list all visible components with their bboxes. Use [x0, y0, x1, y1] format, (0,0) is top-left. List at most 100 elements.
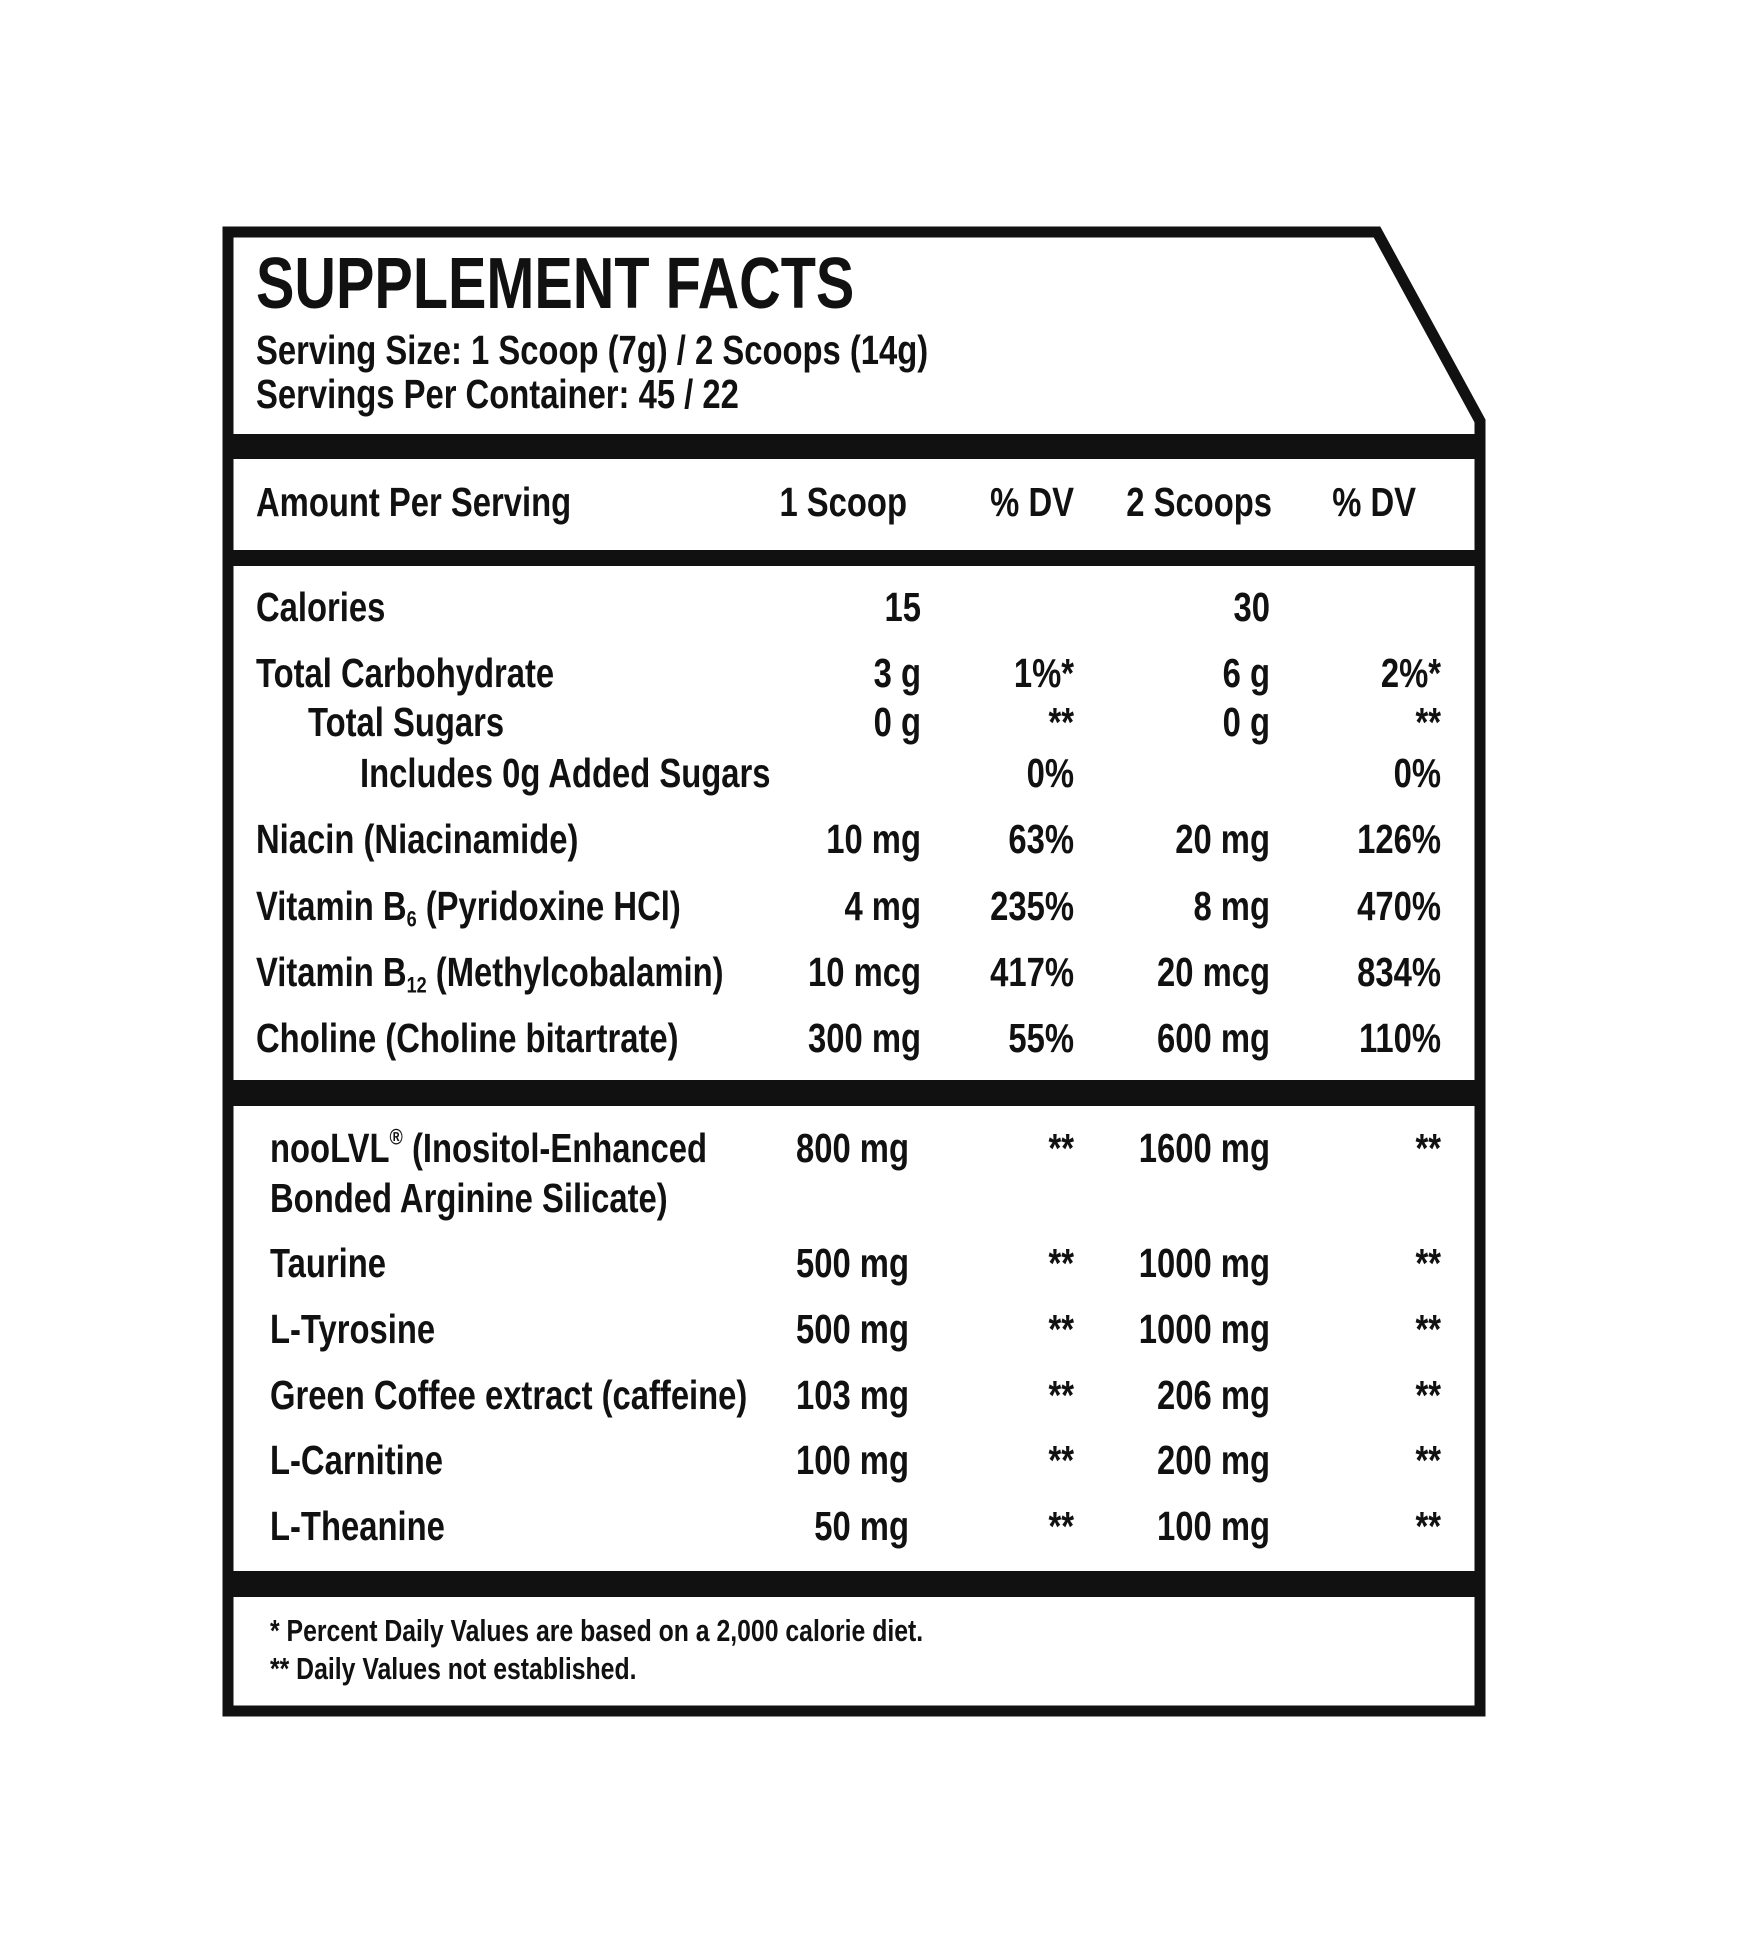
name-part: Vitamin B [256, 948, 407, 994]
value-cell: 63% [1008, 815, 1074, 861]
value-cell: 834% [1357, 948, 1441, 994]
column-header: 2 Scoops [1126, 478, 1272, 524]
value-cell: 1000 mg [1139, 1305, 1270, 1351]
name-part: Total Carbohydrate [256, 649, 554, 695]
value-cell: 1600 mg [1139, 1124, 1270, 1170]
value-cell: 0 g [1223, 698, 1270, 744]
nutrient-name: Includes 0g Added Sugars [360, 749, 771, 795]
name-part: L-Tyrosine [270, 1305, 435, 1351]
value-cell: 20 mg [1175, 815, 1270, 861]
value-cell: ** [1415, 1124, 1441, 1170]
value-cell: 2%* [1381, 649, 1442, 695]
column-header: 1 Scoop [779, 478, 907, 524]
value-cell: 0% [1027, 749, 1074, 795]
servings-per-container: Servings Per Container: 45 / 22 [256, 370, 739, 416]
value-cell: 20 mcg [1157, 948, 1270, 994]
value-cell: ** [1048, 1124, 1074, 1170]
value-cell: 470% [1357, 882, 1441, 928]
divider-bar [228, 550, 1480, 566]
name-part: L-Carnitine [270, 1436, 443, 1482]
value-cell: ** [1048, 1239, 1074, 1285]
footnote: * Percent Daily Values are based on a 2,… [270, 1614, 923, 1648]
nutrient-name: Niacin (Niacinamide) [256, 815, 578, 861]
value-cell: 417% [990, 948, 1074, 994]
value-cell: 10 mg [826, 815, 921, 861]
value-cell: ** [1048, 698, 1074, 744]
value-cell: 0 g [874, 698, 921, 744]
value-cell: 3 g [874, 649, 921, 695]
value-cell: 15 [885, 583, 921, 629]
nutrient-name: L-Theanine [270, 1502, 445, 1548]
nutrient-name: L-Carnitine [270, 1436, 443, 1482]
value-cell: 235% [990, 882, 1074, 928]
nutrient-name: Green Coffee extract (caffeine) [270, 1371, 747, 1417]
value-cell: 500 mg [796, 1239, 909, 1285]
value-cell: ** [1415, 1436, 1441, 1482]
column-header: Amount Per Serving [256, 478, 571, 524]
value-cell: 300 mg [808, 1014, 921, 1060]
nutrient-name: Vitamin B6 (Pyridoxine HCl) [256, 882, 681, 932]
name-part: (Pyridoxine HCl) [417, 882, 681, 928]
column-header: % DV [1332, 478, 1416, 524]
name-part: ® [390, 1126, 403, 1150]
serving-size: Serving Size: 1 Scoop (7g) / 2 Scoops (1… [256, 326, 928, 372]
column-header: % DV [990, 478, 1074, 524]
name-part: (Inositol-Enhanced [403, 1124, 707, 1170]
value-cell: 800 mg [796, 1124, 909, 1170]
name-part: Niacin (Niacinamide) [256, 815, 578, 861]
value-cell: ** [1048, 1371, 1074, 1417]
nutrient-name: Vitamin B12 (Methylcobalamin) [256, 948, 724, 998]
value-cell: 4 mg [844, 882, 921, 928]
value-cell: 6 g [1223, 649, 1270, 695]
value-cell: ** [1048, 1305, 1074, 1351]
name-part: Green Coffee extract (caffeine) [270, 1371, 747, 1417]
value-cell: 30 [1234, 583, 1270, 629]
nutrient-name: L-Tyrosine [270, 1305, 435, 1351]
value-cell: 8 mg [1193, 882, 1270, 928]
divider-bar [228, 434, 1480, 459]
value-cell: 103 mg [796, 1371, 909, 1417]
label-frame [222, 226, 1486, 1717]
value-cell: 0% [1394, 749, 1441, 795]
value-cell: 206 mg [1157, 1371, 1270, 1417]
value-cell: 10 mcg [808, 948, 921, 994]
value-cell: ** [1415, 698, 1441, 744]
name-part: Vitamin B [256, 882, 407, 928]
name-part: nooLVL [270, 1124, 390, 1170]
value-cell: ** [1415, 1305, 1441, 1351]
value-cell: ** [1415, 1239, 1441, 1285]
name-part: 12 [407, 974, 427, 998]
value-cell: 200 mg [1157, 1436, 1270, 1482]
value-cell: 1%* [1014, 649, 1075, 695]
value-cell: 110% [1359, 1014, 1441, 1060]
divider-bar [228, 1080, 1480, 1106]
value-cell: 55% [1008, 1014, 1074, 1060]
value-cell: ** [1048, 1436, 1074, 1482]
name-part: Choline (Choline bitartrate) [256, 1014, 679, 1060]
value-cell: 600 mg [1157, 1014, 1270, 1060]
nutrient-name: Bonded Arginine Silicate) [270, 1174, 668, 1220]
nutrient-name: Taurine [270, 1239, 386, 1285]
title: SUPPLEMENT FACTS [256, 243, 854, 324]
name-part: Calories [256, 583, 385, 629]
value-cell: 500 mg [796, 1305, 909, 1351]
nutrient-name: Calories [256, 583, 385, 629]
nutrient-name: nooLVL® (Inositol-Enhanced [270, 1124, 707, 1170]
value-cell: ** [1048, 1502, 1074, 1548]
name-part: Total Sugars [308, 698, 504, 744]
name-part: L-Theanine [270, 1502, 445, 1548]
divider-bar [228, 1571, 1480, 1597]
name-part: Includes 0g Added Sugars [360, 749, 771, 795]
nutrient-name: Choline (Choline bitartrate) [256, 1014, 679, 1060]
footnote: ** Daily Values not established. [270, 1652, 637, 1686]
name-part: (Methylcobalamin) [427, 948, 724, 994]
value-cell: 100 mg [796, 1436, 909, 1482]
name-part: Taurine [270, 1239, 386, 1285]
nutrient-name: Total Carbohydrate [256, 649, 554, 695]
value-cell: 1000 mg [1139, 1239, 1270, 1285]
nutrient-name: Total Sugars [308, 698, 504, 744]
value-cell: ** [1415, 1502, 1441, 1548]
name-part: 6 [407, 908, 417, 932]
